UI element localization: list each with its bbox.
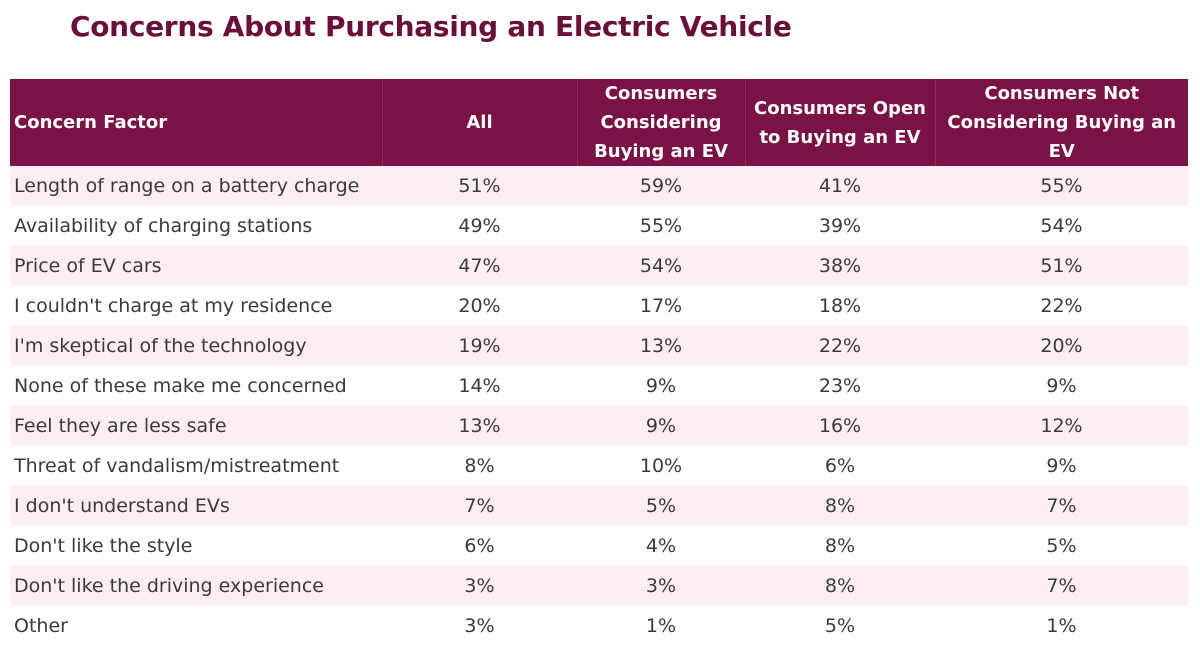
percent-cell: 4% bbox=[577, 526, 745, 566]
table-row: Other 3% 1% 5% 1% bbox=[10, 606, 1188, 646]
table-row: Threat of vandalism/mistreatment 8% 10% 6% 9… bbox=[10, 446, 1188, 486]
table-row: I couldn't charge at my residence 20% 17% 1… bbox=[10, 286, 1188, 326]
percent-cell: 5% bbox=[577, 486, 745, 526]
percent-cell: 20% bbox=[382, 286, 577, 326]
percent-cell: 19% bbox=[382, 326, 577, 366]
percent-cell: 54% bbox=[935, 206, 1188, 246]
percent-cell: 12% bbox=[935, 406, 1188, 446]
percent-cell: 9% bbox=[577, 406, 745, 446]
concern-label: Threat of vandalism/mistreatment bbox=[10, 446, 382, 486]
percent-cell: 8% bbox=[745, 486, 935, 526]
percent-cell: 51% bbox=[382, 166, 577, 206]
table-row: I'm skeptical of the technology 19% 13% 22%… bbox=[10, 326, 1188, 366]
concern-label: Other bbox=[10, 606, 382, 646]
percent-cell: 7% bbox=[935, 566, 1188, 606]
concern-label: I'm skeptical of the technology bbox=[10, 326, 382, 366]
percent-cell: 6% bbox=[382, 526, 577, 566]
concern-label: Availability of charging stations bbox=[10, 206, 382, 246]
percent-cell: 18% bbox=[745, 286, 935, 326]
percent-cell: 9% bbox=[935, 366, 1188, 406]
percent-cell: 51% bbox=[935, 246, 1188, 286]
concern-label: Don't like the driving experience bbox=[10, 566, 382, 606]
percent-cell: 1% bbox=[935, 606, 1188, 646]
concern-label: None of these make me concerned bbox=[10, 366, 382, 406]
percent-cell: 17% bbox=[577, 286, 745, 326]
concerns-table: Concern Factor All Consumers Considering… bbox=[10, 79, 1188, 646]
percent-cell: 10% bbox=[577, 446, 745, 486]
percent-cell: 5% bbox=[745, 606, 935, 646]
concern-label: I don't understand EVs bbox=[10, 486, 382, 526]
concern-label: Feel they are less safe bbox=[10, 406, 382, 446]
table-row: Don't like the driving experience 3% 3% 8% 7… bbox=[10, 566, 1188, 606]
header-row: Concern Factor All Consumers Considering… bbox=[10, 79, 1188, 166]
percent-cell: 13% bbox=[382, 406, 577, 446]
percent-cell: 16% bbox=[745, 406, 935, 446]
percent-cell: 3% bbox=[382, 566, 577, 606]
percent-cell: 22% bbox=[745, 326, 935, 366]
percent-cell: 55% bbox=[577, 206, 745, 246]
concern-label: Don't like the style bbox=[10, 526, 382, 566]
concern-label: Price of EV cars bbox=[10, 246, 382, 286]
percent-cell: 9% bbox=[935, 446, 1188, 486]
percent-cell: 5% bbox=[935, 526, 1188, 566]
concern-label: I couldn't charge at my residence bbox=[10, 286, 382, 326]
percent-cell: 38% bbox=[745, 246, 935, 286]
column-header: All bbox=[382, 79, 578, 166]
percent-cell: 8% bbox=[745, 566, 935, 606]
percent-cell: 13% bbox=[577, 326, 745, 366]
percent-cell: 22% bbox=[935, 286, 1188, 326]
percent-cell: 3% bbox=[382, 606, 577, 646]
table-row: Availability of charging stations 49% 55% 3… bbox=[10, 206, 1188, 246]
page-title: Concerns About Purchasing an Electric Ve… bbox=[70, 10, 792, 43]
column-header: Concern Factor bbox=[10, 79, 383, 166]
percent-cell: 47% bbox=[382, 246, 577, 286]
column-header: Consumers Open to Buying an EV bbox=[745, 79, 936, 166]
percent-cell: 7% bbox=[935, 486, 1188, 526]
percent-cell: 54% bbox=[577, 246, 745, 286]
percent-cell: 9% bbox=[577, 366, 745, 406]
table-row: Feel they are less safe 13% 9% 16% 12% bbox=[10, 406, 1188, 446]
table-body: Length of range on a battery charge 51% 59… bbox=[10, 166, 1188, 646]
percent-cell: 14% bbox=[382, 366, 577, 406]
percent-cell: 41% bbox=[745, 166, 935, 206]
column-header: Consumers Considering Buying an EV bbox=[577, 79, 746, 166]
column-header: Consumers Not Considering Buying an EV bbox=[935, 79, 1188, 166]
percent-cell: 3% bbox=[577, 566, 745, 606]
percent-cell: 20% bbox=[935, 326, 1188, 366]
concern-label: Length of range on a battery charge bbox=[10, 166, 382, 206]
percent-cell: 55% bbox=[935, 166, 1188, 206]
percent-cell: 8% bbox=[382, 446, 577, 486]
percent-cell: 8% bbox=[745, 526, 935, 566]
percent-cell: 6% bbox=[745, 446, 935, 486]
percent-cell: 23% bbox=[745, 366, 935, 406]
table-row: Don't like the style 6% 4% 8% 5% bbox=[10, 526, 1188, 566]
table-row: None of these make me concerned 14% 9% 23% 9… bbox=[10, 366, 1188, 406]
percent-cell: 39% bbox=[745, 206, 935, 246]
percent-cell: 49% bbox=[382, 206, 577, 246]
percent-cell: 59% bbox=[577, 166, 745, 206]
table-row: I don't understand EVs 7% 5% 8% 7% bbox=[10, 486, 1188, 526]
table-row: Length of range on a battery charge 51% 59… bbox=[10, 166, 1188, 206]
percent-cell: 1% bbox=[577, 606, 745, 646]
table-row: Price of EV cars 47% 54% 38% 51% bbox=[10, 246, 1188, 286]
percent-cell: 7% bbox=[382, 486, 577, 526]
